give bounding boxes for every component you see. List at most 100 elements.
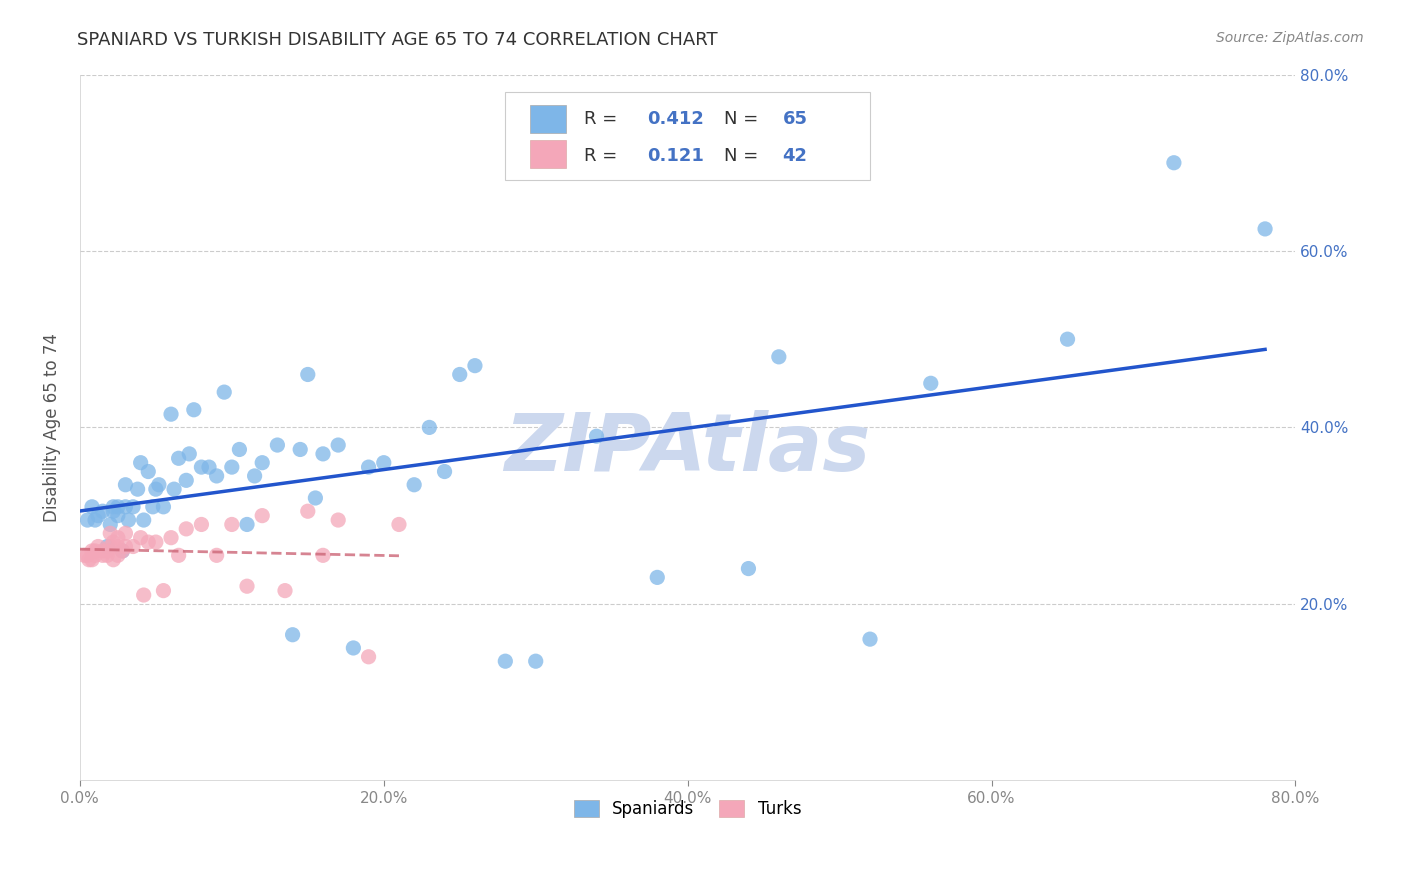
- Text: N =: N =: [724, 110, 763, 128]
- Point: [312, 549, 335, 563]
- Point: [388, 517, 411, 532]
- Point: [132, 513, 155, 527]
- Point: [297, 368, 319, 382]
- Point: [107, 540, 129, 554]
- Point: [174, 522, 197, 536]
- Point: [76, 513, 98, 527]
- Point: [357, 460, 380, 475]
- Point: [84, 544, 107, 558]
- Legend: Spaniards, Turks: Spaniards, Turks: [567, 793, 808, 825]
- Point: [96, 540, 118, 554]
- Point: [107, 549, 129, 563]
- Point: [221, 517, 243, 532]
- Point: [87, 508, 110, 523]
- Point: [80, 553, 103, 567]
- Point: [132, 588, 155, 602]
- Point: [111, 544, 134, 558]
- Point: [1056, 332, 1078, 346]
- Point: [77, 553, 100, 567]
- Y-axis label: Disability Age 65 to 74: Disability Age 65 to 74: [44, 333, 60, 522]
- Point: [107, 500, 129, 514]
- Point: [418, 420, 440, 434]
- Point: [91, 549, 114, 563]
- Text: 0.121: 0.121: [648, 146, 704, 165]
- Point: [274, 583, 297, 598]
- Text: N =: N =: [724, 146, 763, 165]
- Point: [103, 500, 125, 514]
- Point: [228, 442, 250, 457]
- Point: [205, 469, 228, 483]
- Point: [114, 477, 136, 491]
- Point: [160, 531, 183, 545]
- Point: [433, 465, 456, 479]
- Point: [243, 469, 266, 483]
- Point: [449, 368, 471, 382]
- Point: [250, 456, 273, 470]
- Point: [328, 438, 350, 452]
- Point: [87, 540, 110, 554]
- Point: [103, 553, 125, 567]
- Point: [737, 561, 759, 575]
- Point: [236, 579, 259, 593]
- Point: [198, 460, 221, 475]
- Point: [98, 540, 121, 554]
- Point: [114, 500, 136, 514]
- Text: Source: ZipAtlas.com: Source: ZipAtlas.com: [1216, 31, 1364, 45]
- Point: [148, 477, 170, 491]
- Point: [91, 544, 114, 558]
- Point: [111, 544, 134, 558]
- Point: [127, 482, 149, 496]
- Text: 0.412: 0.412: [648, 110, 704, 128]
- Point: [103, 504, 125, 518]
- Point: [129, 531, 152, 545]
- Point: [91, 504, 114, 518]
- Point: [250, 508, 273, 523]
- Point: [136, 535, 159, 549]
- Point: [96, 544, 118, 558]
- Point: [103, 535, 125, 549]
- Point: [768, 350, 790, 364]
- FancyBboxPatch shape: [505, 92, 870, 180]
- Point: [342, 640, 364, 655]
- Point: [1163, 155, 1185, 169]
- Point: [167, 549, 190, 563]
- Point: [183, 402, 205, 417]
- Point: [145, 535, 167, 549]
- Text: R =: R =: [585, 146, 628, 165]
- Point: [212, 385, 235, 400]
- Point: [117, 513, 139, 527]
- Text: R =: R =: [585, 110, 623, 128]
- Point: [328, 513, 350, 527]
- Text: SPANIARD VS TURKISH DISABILITY AGE 65 TO 74 CORRELATION CHART: SPANIARD VS TURKISH DISABILITY AGE 65 TO…: [77, 31, 718, 49]
- Point: [464, 359, 486, 373]
- Point: [236, 517, 259, 532]
- Point: [190, 517, 212, 532]
- Text: ZIPAtlas: ZIPAtlas: [505, 409, 870, 488]
- Point: [122, 500, 145, 514]
- Point: [167, 451, 190, 466]
- Point: [107, 531, 129, 545]
- Point: [373, 456, 395, 470]
- FancyBboxPatch shape: [530, 140, 567, 169]
- Point: [312, 447, 335, 461]
- Point: [281, 628, 304, 642]
- Point: [98, 526, 121, 541]
- Point: [190, 460, 212, 475]
- Point: [859, 632, 882, 647]
- Point: [174, 474, 197, 488]
- Point: [494, 654, 516, 668]
- Point: [84, 513, 107, 527]
- Point: [160, 407, 183, 421]
- FancyBboxPatch shape: [530, 105, 567, 133]
- Point: [80, 544, 103, 558]
- Point: [304, 491, 326, 505]
- Text: 65: 65: [783, 110, 807, 128]
- Point: [297, 504, 319, 518]
- Point: [142, 500, 165, 514]
- Point: [98, 517, 121, 532]
- Point: [920, 376, 942, 391]
- Point: [585, 429, 607, 443]
- Text: 42: 42: [783, 146, 807, 165]
- Point: [266, 438, 288, 452]
- Point: [645, 570, 668, 584]
